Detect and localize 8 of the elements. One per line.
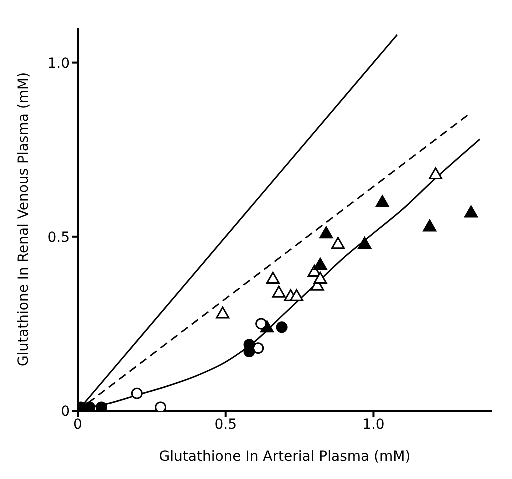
x-tick-label: 0.5 bbox=[214, 416, 237, 433]
y-tick-label: 0 bbox=[61, 404, 70, 420]
y-tick-label: 0.5 bbox=[48, 230, 70, 246]
y-axis-title: Glutathione In Renal Venous Plasma (mM) bbox=[16, 72, 32, 367]
x-tick-label: 1.0 bbox=[362, 416, 385, 433]
x-axis-title: Glutathione In Arterial Plasma (mM) bbox=[159, 449, 411, 465]
y-tick-label: 1.0 bbox=[48, 56, 70, 72]
x-tick-label: 0 bbox=[74, 416, 82, 433]
